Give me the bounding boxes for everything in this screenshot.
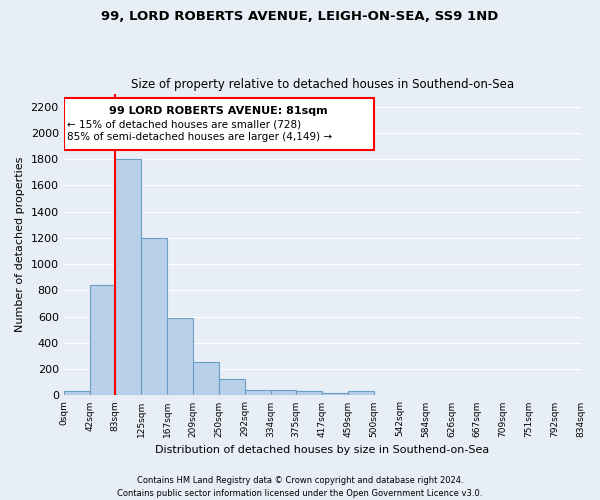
Bar: [193, 362, 218, 396]
Bar: [322, 393, 348, 396]
Text: Contains HM Land Registry data © Crown copyright and database right 2024.
Contai: Contains HM Land Registry data © Crown c…: [118, 476, 482, 498]
Bar: [89, 285, 115, 396]
Bar: [296, 392, 322, 396]
Text: 85% of semi-detached houses are larger (4,149) →: 85% of semi-detached houses are larger (…: [67, 132, 332, 142]
Text: ← 15% of detached houses are smaller (728): ← 15% of detached houses are smaller (72…: [67, 119, 302, 129]
Bar: [64, 392, 89, 396]
Bar: [141, 238, 167, 396]
Bar: [167, 318, 193, 396]
Title: Size of property relative to detached houses in Southend-on-Sea: Size of property relative to detached ho…: [131, 78, 514, 91]
Bar: [245, 390, 271, 396]
Text: 99 LORD ROBERTS AVENUE: 81sqm: 99 LORD ROBERTS AVENUE: 81sqm: [109, 106, 328, 116]
Bar: [115, 159, 141, 396]
Bar: [348, 392, 374, 396]
FancyBboxPatch shape: [64, 98, 374, 150]
Text: 99, LORD ROBERTS AVENUE, LEIGH-ON-SEA, SS9 1ND: 99, LORD ROBERTS AVENUE, LEIGH-ON-SEA, S…: [101, 10, 499, 23]
X-axis label: Distribution of detached houses by size in Southend-on-Sea: Distribution of detached houses by size …: [155, 445, 489, 455]
Bar: [271, 390, 296, 396]
Bar: [218, 379, 245, 396]
Y-axis label: Number of detached properties: Number of detached properties: [15, 157, 25, 332]
